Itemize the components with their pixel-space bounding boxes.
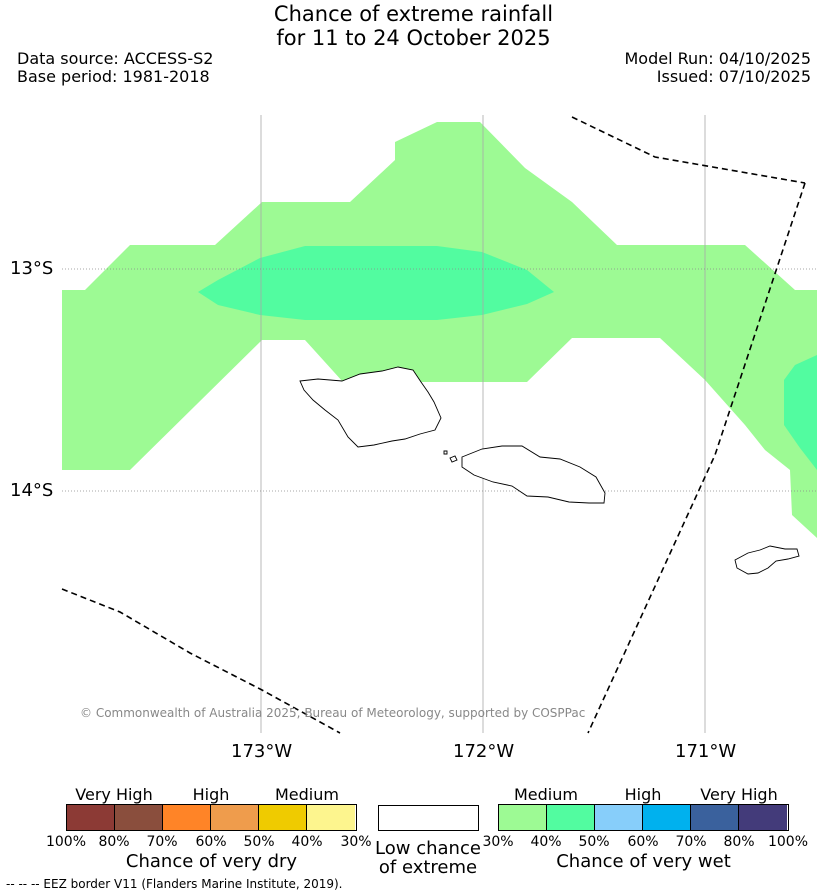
wet-swatch-70-80 xyxy=(691,805,739,830)
dry-tick-30: 30% xyxy=(340,834,372,850)
wet-swatch-80-100 xyxy=(739,805,787,830)
wet-header-very-high: Very High xyxy=(700,785,778,804)
wet-tick-60: 60% xyxy=(627,834,659,850)
wet-tick-50: 50% xyxy=(578,834,610,850)
map-title-line2: for 11 to 24 October 2025 xyxy=(276,26,551,50)
dry-tick-80: 80% xyxy=(98,834,130,850)
dry-colorbar xyxy=(66,804,357,831)
lat-label-14s: 14°S xyxy=(10,480,54,501)
wet-medium-40-zone xyxy=(198,246,554,320)
low-chance-swatch xyxy=(378,805,479,831)
wet-medium-30-zone xyxy=(62,122,817,538)
dry-swatch-60-50 xyxy=(211,805,259,830)
dry-tick-70: 70% xyxy=(146,834,178,850)
dry-swatch-100-80 xyxy=(67,805,115,830)
dry-swatch-40-30 xyxy=(307,805,355,830)
wet-tick-100: 100% xyxy=(767,834,809,850)
savaii-island xyxy=(299,366,442,448)
model-run-label: Model Run: 04/10/2025 xyxy=(624,49,812,68)
low-chance-title-line2: of extreme xyxy=(378,857,478,878)
dry-tick-40: 40% xyxy=(291,834,323,850)
eez-footnote: -- -- -- EEZ border V11 (Flanders Marine… xyxy=(6,877,343,891)
eez-border xyxy=(61,116,806,734)
dry-header-very-high: Very High xyxy=(75,785,153,804)
lon-label-171w: 171°W xyxy=(675,741,737,762)
dry-header-medium: Medium xyxy=(275,785,339,804)
wet-swatch-50-60 xyxy=(595,805,643,830)
dry-tick-60: 60% xyxy=(195,834,227,850)
dry-swatch-80-70 xyxy=(115,805,163,830)
wet-tick-30: 30% xyxy=(482,834,514,850)
wet-colorbar xyxy=(498,804,789,831)
islet-dot-2 xyxy=(449,455,458,463)
map-title-line1: Chance of extreme rainfall xyxy=(273,2,554,26)
wet-header-high: High xyxy=(624,785,662,804)
wet-tick-70: 70% xyxy=(675,834,707,850)
wet-medium-40-zone-east xyxy=(784,355,817,470)
wet-swatch-30-40 xyxy=(499,805,547,830)
wet-tick-40: 40% xyxy=(530,834,562,850)
data-source-label: Data source: ACCESS-S2 xyxy=(17,49,214,68)
islet-dot-1 xyxy=(443,450,448,455)
dry-tick-100: 100% xyxy=(45,834,87,850)
dry-swatch-70-60 xyxy=(163,805,211,830)
dry-header-high: High xyxy=(192,785,230,804)
base-period-label: Base period: 1981-2018 xyxy=(17,67,210,86)
copyright-credit: © Commonwealth of Australia 2025, Bureau… xyxy=(80,706,586,720)
lon-label-173w: 173°W xyxy=(231,741,293,762)
issued-label: Issued: 07/10/2025 xyxy=(656,67,811,86)
wet-header-medium: Medium xyxy=(514,785,578,804)
dry-swatch-50-40 xyxy=(259,805,307,830)
wet-tick-80: 80% xyxy=(723,834,755,850)
tutuila-island xyxy=(734,545,800,575)
low-chance-title-line1: Low chance xyxy=(375,838,481,859)
lon-label-172w: 172°W xyxy=(453,741,515,762)
gridlines xyxy=(260,115,706,733)
wet-swatch-60-70 xyxy=(643,805,691,830)
wet-swatch-40-50 xyxy=(547,805,595,830)
upolu-island xyxy=(461,445,606,504)
wet-legend-title: Chance of very wet xyxy=(556,851,731,872)
dry-legend-title: Chance of very dry xyxy=(125,851,298,872)
dry-tick-50: 50% xyxy=(243,834,275,850)
lat-label-13s: 13°S xyxy=(10,258,54,279)
